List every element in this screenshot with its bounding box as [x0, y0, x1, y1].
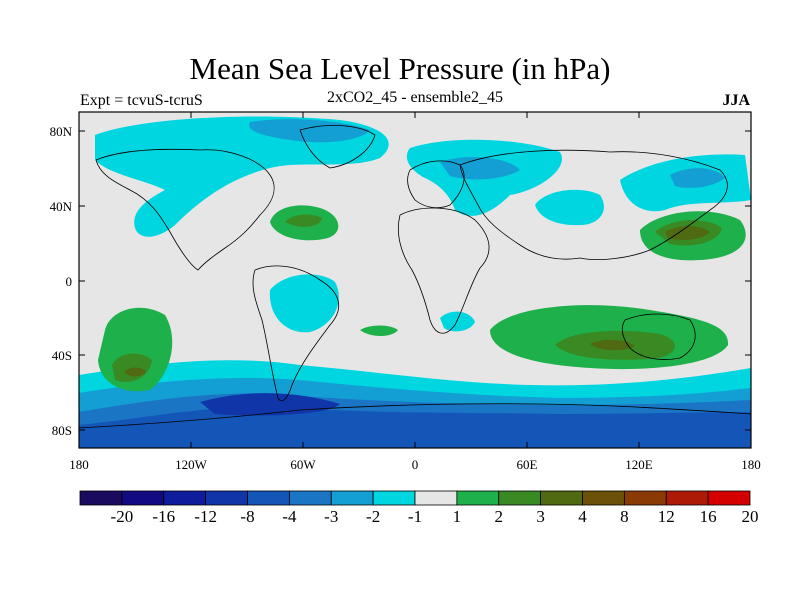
experiment-label: Expt = tcvuS-tcruS — [80, 92, 203, 109]
africa-coast — [397, 207, 490, 334]
contour-south-atlantic-cyan — [440, 311, 475, 332]
colorbar-label: 2 — [495, 507, 504, 526]
longitude-axis: 180 120W 60W 0 60E 120E 180 — [69, 112, 761, 472]
colorbar-swatch — [79, 490, 123, 506]
lon-tick-label: 120E — [625, 457, 653, 472]
contour-south-atlantic-green — [360, 325, 398, 336]
greenland-coast — [299, 125, 376, 169]
australia-coast — [621, 313, 696, 360]
colorbar-label: -1 — [408, 507, 422, 526]
colorbar-label: -4 — [282, 507, 297, 526]
colorbar-label: -2 — [366, 507, 380, 526]
lat-tick-label: 0 — [66, 274, 73, 289]
colorbar-label: 12 — [658, 507, 675, 526]
lon-tick-label: 60E — [517, 457, 538, 472]
colorbar-label: -12 — [194, 507, 217, 526]
colorbar-label: 3 — [536, 507, 545, 526]
colorbar-label: -3 — [324, 507, 338, 526]
colorbar-swatch — [582, 490, 625, 506]
colorbar-swatch — [665, 490, 709, 506]
north-america-coast — [95, 148, 275, 271]
colorbar-swatch — [540, 490, 583, 506]
colorbar-swatch — [707, 490, 751, 506]
latitude-axis: 80N 40N 0 40S 80S — [50, 124, 751, 438]
contour-indian-high-brown — [590, 339, 635, 351]
colorbar-swatch — [205, 490, 248, 506]
colorbar: -20 -16 -12 -8 -4 -3 -2 -1 1 2 3 4 8 12 16 20 — [79, 490, 759, 526]
season-label: JJA — [722, 92, 750, 109]
contour-pacific-high-brown — [665, 226, 710, 240]
colorbar-swatch — [623, 490, 667, 506]
contour-pacific-blue — [670, 168, 725, 188]
lon-tick-label: 180 — [741, 457, 761, 472]
lat-tick-label: 40N — [50, 199, 73, 214]
colorbar-label: 8 — [620, 507, 629, 526]
contour-asia-cyan — [535, 189, 604, 226]
colorbar-swatch — [121, 490, 165, 506]
contour-atlantic-high-olive — [285, 214, 322, 227]
colorbar-swatch — [330, 490, 374, 506]
europe-coast — [407, 160, 465, 209]
lat-tick-label: 80S — [52, 423, 72, 438]
lon-tick-label: 60W — [290, 457, 316, 472]
contour-south-america-cyan — [269, 274, 339, 333]
contour-arctic-cyan-west — [95, 116, 389, 237]
colorbar-swatch — [288, 490, 332, 506]
contour-arctic-blue-east — [440, 156, 520, 180]
contour-southern-blue — [79, 406, 751, 448]
colorbar-label: -8 — [240, 507, 254, 526]
antarctica-coast — [78, 403, 752, 429]
lon-tick-label: 0 — [412, 457, 419, 472]
colorbar-label: 4 — [578, 507, 587, 526]
colorbar-label: 16 — [700, 507, 717, 526]
colorbar-swatch — [163, 490, 207, 506]
contour-south-pacific-brown — [124, 367, 146, 377]
colorbar-swatch — [456, 490, 500, 506]
colorbar-label: 1 — [453, 507, 462, 526]
colorbar-label: 20 — [742, 507, 759, 526]
contour-arctic-blue-west — [249, 119, 370, 143]
contour-south-pacific-olive — [112, 353, 152, 382]
lon-tick-label: 180 — [69, 457, 89, 472]
colorbar-label: -20 — [111, 507, 134, 526]
lon-tick-label: 120W — [175, 457, 208, 472]
colorbar-label: -16 — [152, 507, 175, 526]
coastlines — [78, 125, 752, 429]
colorbar-swatch — [247, 490, 290, 506]
colorbar-swatch — [414, 490, 458, 506]
lat-tick-label: 40S — [52, 348, 72, 363]
asia-coast — [459, 149, 728, 260]
south-america-coast — [252, 265, 340, 402]
colorbar-swatch — [372, 490, 416, 506]
lat-tick-label: 80N — [50, 124, 73, 139]
plot-subtitle: 2xCO2_45 - ensemble2_45 — [327, 89, 503, 106]
plot-title: Mean Sea Level Pressure (in hPa) — [189, 51, 611, 86]
colorbar-swatch — [498, 490, 542, 506]
